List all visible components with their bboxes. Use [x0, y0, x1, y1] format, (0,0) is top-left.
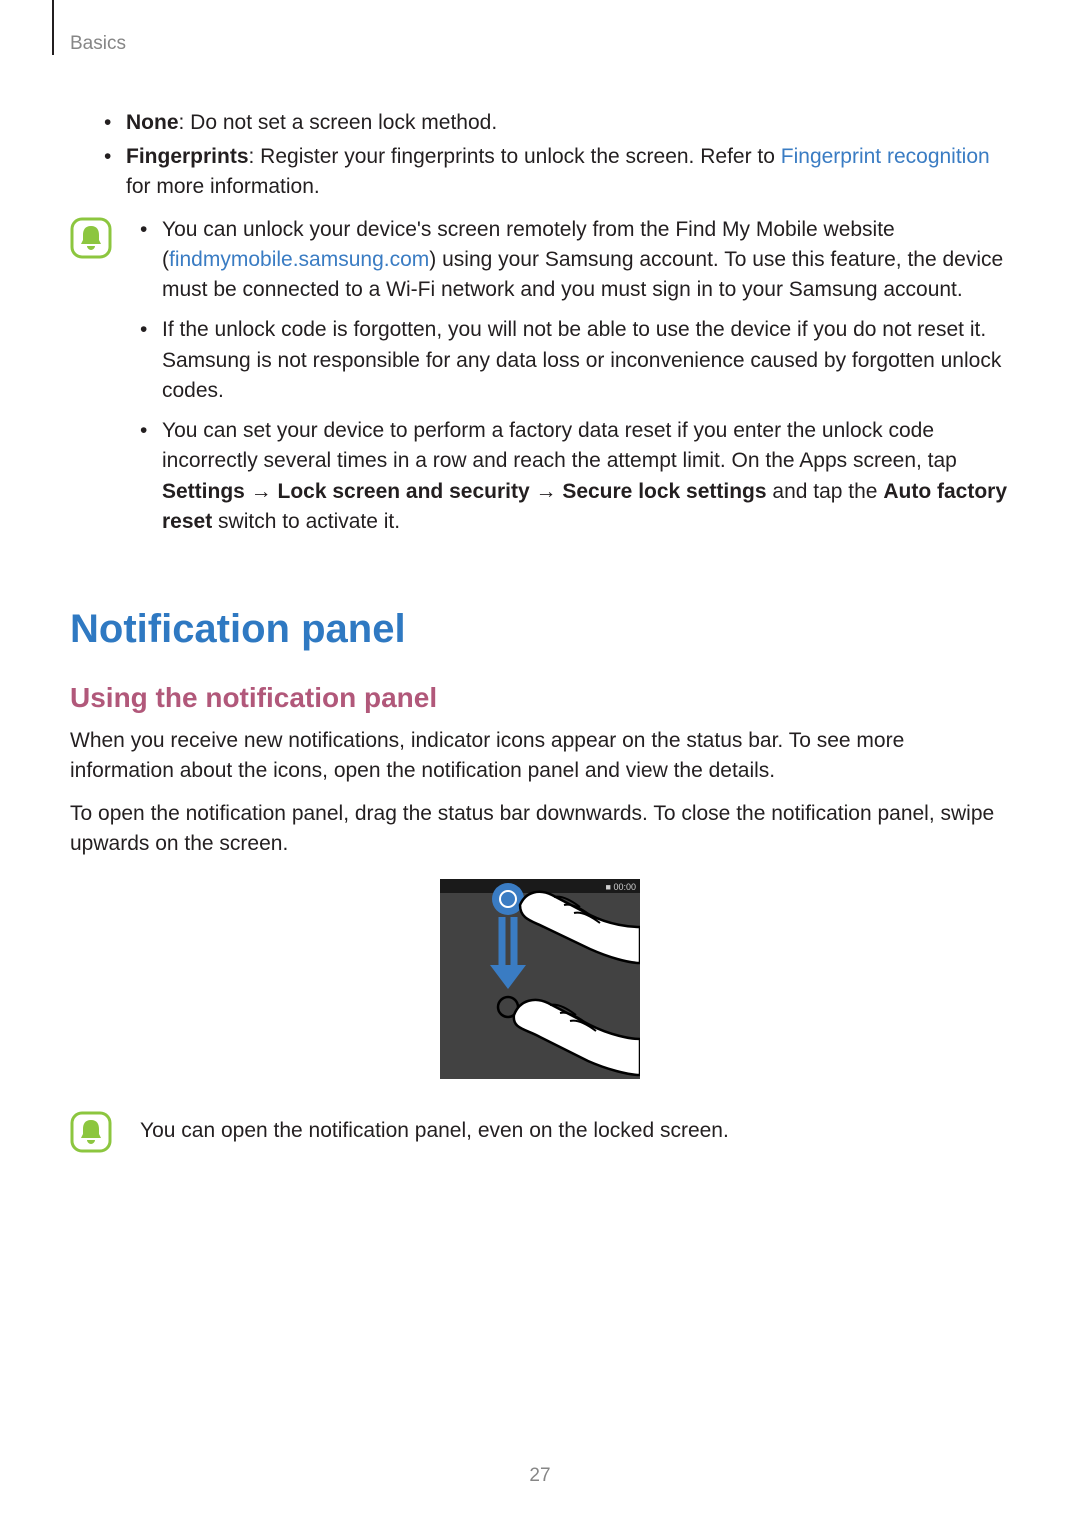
sub-section-title: Using the notification panel	[70, 682, 1010, 714]
list-item-text: : Register your fingerprints to unlock t…	[249, 145, 781, 168]
header-section-label: Basics	[70, 33, 126, 55]
bold: Lock screen and security	[278, 480, 530, 503]
tip-item-factory-reset: You can set your device to perform a fac…	[140, 416, 1010, 537]
arrow: →	[245, 480, 278, 503]
tip-note-block-bottom: You can open the notification panel, eve…	[70, 1109, 1010, 1153]
tip-text: You can open the notification panel, eve…	[140, 1116, 729, 1146]
tip-item-remote-unlock: You can unlock your device's screen remo…	[140, 215, 1010, 306]
bell-tip-icon	[70, 1111, 112, 1153]
tip-note-block: You can unlock your device's screen remo…	[70, 215, 1010, 547]
swipe-down-illustration: ■ 00:00	[440, 879, 640, 1079]
header-vertical-rule	[52, 0, 54, 55]
fingerprint-recognition-link[interactable]: Fingerprint recognition	[781, 145, 990, 168]
list-item-none: None: Do not set a screen lock method.	[104, 108, 1010, 138]
text: and tap the	[767, 480, 884, 503]
main-content: None: Do not set a screen lock method. F…	[70, 0, 1010, 1153]
text: switch to activate it.	[212, 510, 400, 533]
section-title: Notification panel	[70, 607, 1010, 652]
paragraph: To open the notification panel, drag the…	[70, 799, 1010, 859]
arrow: →	[530, 480, 563, 503]
text: You can set your device to perform a fac…	[162, 419, 957, 472]
list-item-fingerprints: Fingerprints: Register your fingerprints…	[104, 142, 1010, 202]
svg-text:■ 00:00: ■ 00:00	[606, 882, 636, 892]
list-item-bold: None	[126, 111, 179, 134]
tip-item-forgotten-code: If the unlock code is forgotten, you wil…	[140, 315, 1010, 406]
bell-tip-icon	[70, 217, 112, 259]
paragraph: When you receive new notifications, indi…	[70, 726, 1010, 786]
list-item-tail: for more information.	[126, 175, 320, 198]
list-item-text: : Do not set a screen lock method.	[179, 111, 498, 134]
findmymobile-link[interactable]: findmymobile.samsung.com	[169, 248, 429, 271]
page: Basics None: Do not set a screen lock me…	[0, 0, 1080, 1527]
list-item-bold: Fingerprints	[126, 145, 249, 168]
page-number: 27	[0, 1465, 1080, 1487]
tip-list: You can unlock your device's screen remo…	[112, 215, 1010, 547]
lock-method-list: None: Do not set a screen lock method. F…	[70, 108, 1010, 203]
bold: Settings	[162, 480, 245, 503]
bold: Secure lock settings	[562, 480, 766, 503]
